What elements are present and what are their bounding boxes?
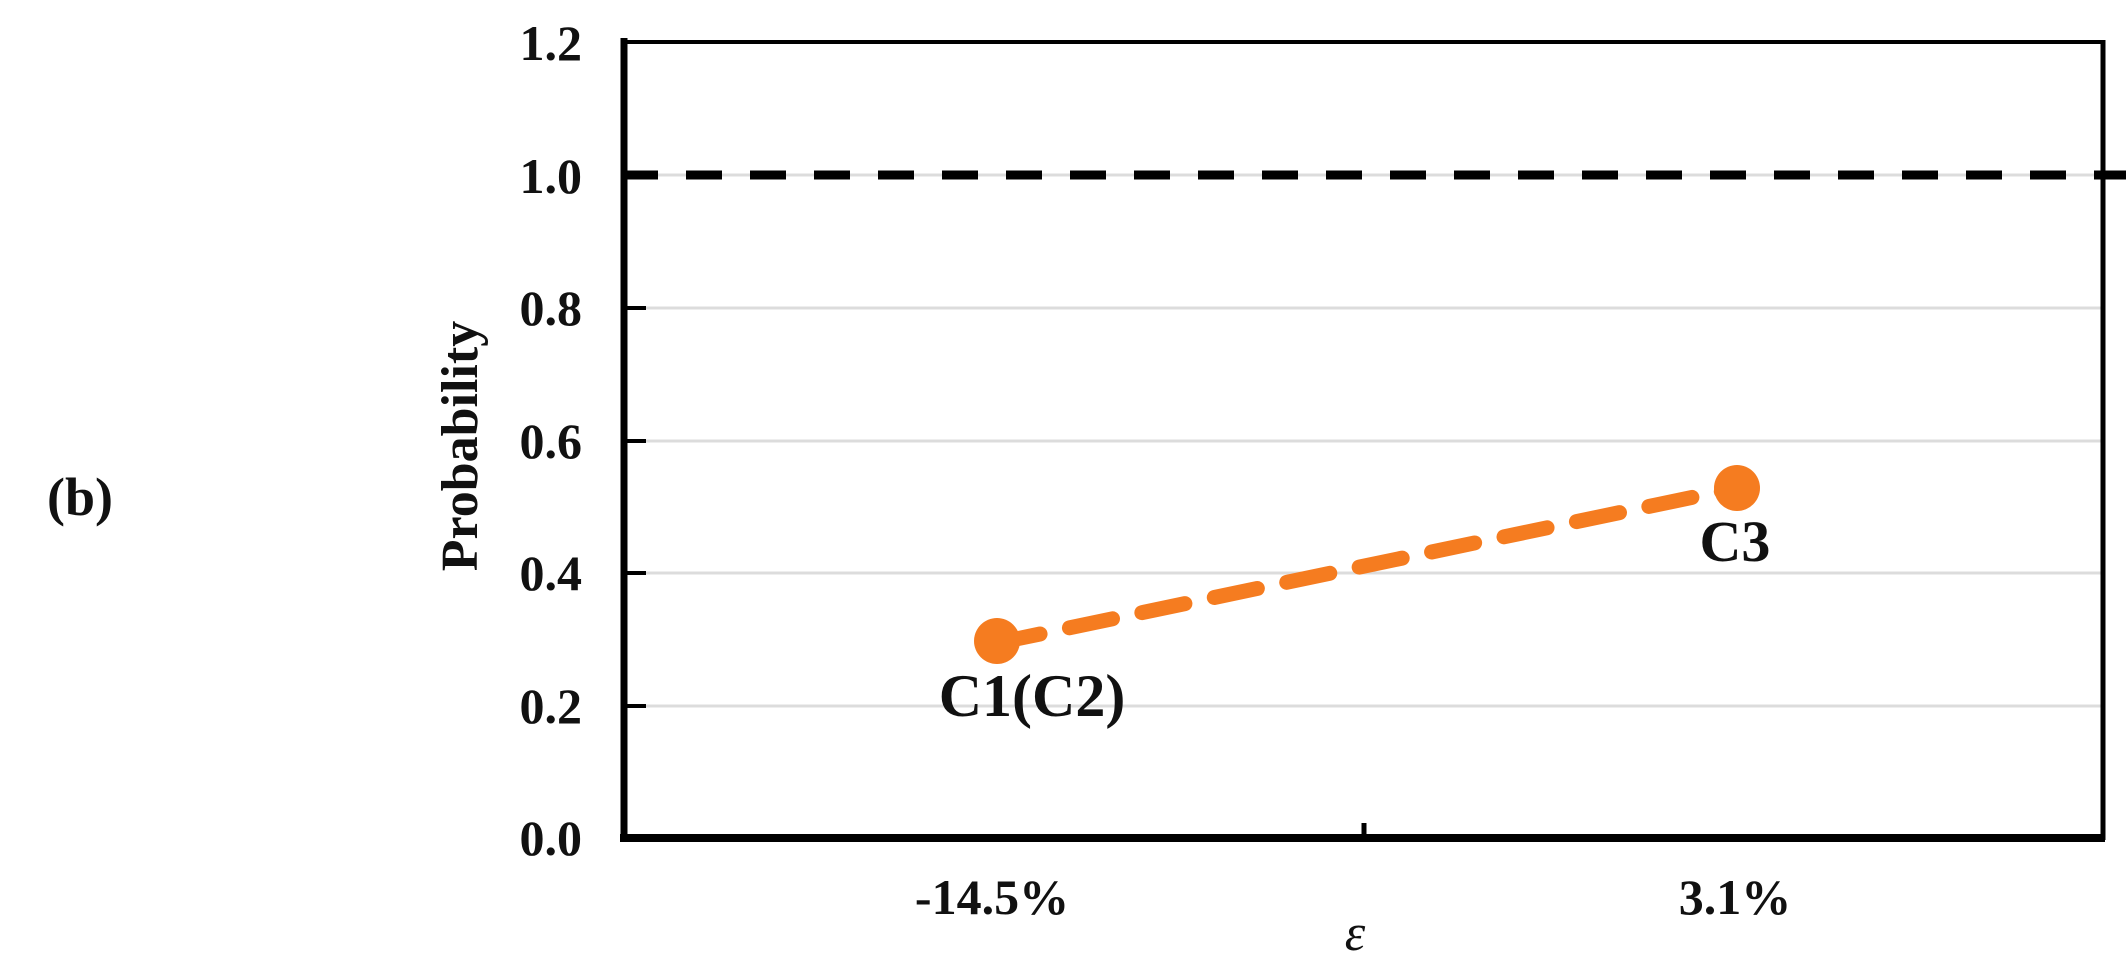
y-tick-label-0.0: 0.0: [519, 810, 583, 866]
x-axis-title-epsilon: ε: [1344, 905, 1366, 962]
series-dashed-line: [989, 480, 1745, 651]
y-tick-label-0.4: 0.4: [519, 545, 583, 601]
y-tick-label-1.2: 1.2: [519, 15, 583, 71]
y-tick-label-1.0: 1.0: [519, 148, 583, 204]
point-label-c1c2: C1(C2): [938, 663, 1126, 729]
y-tick-label-0.8: 0.8: [519, 280, 583, 336]
x-tick-label-neg14.5pct: -14.5%: [914, 869, 1070, 925]
horizontal-gridlines: [628, 173, 2101, 708]
y-tick-label-0.2: 0.2: [519, 678, 583, 734]
y-tick-label-0.6: 0.6: [519, 413, 583, 469]
marker-c3: [1714, 465, 1760, 511]
y-axis-ticks: [624, 173, 646, 708]
x-tick-label-3.1pct: 3.1%: [1678, 869, 1792, 925]
marker-c1c2: [974, 618, 1020, 664]
point-label-c3: C3: [1699, 509, 1771, 574]
figure-label: (b): [47, 467, 113, 527]
